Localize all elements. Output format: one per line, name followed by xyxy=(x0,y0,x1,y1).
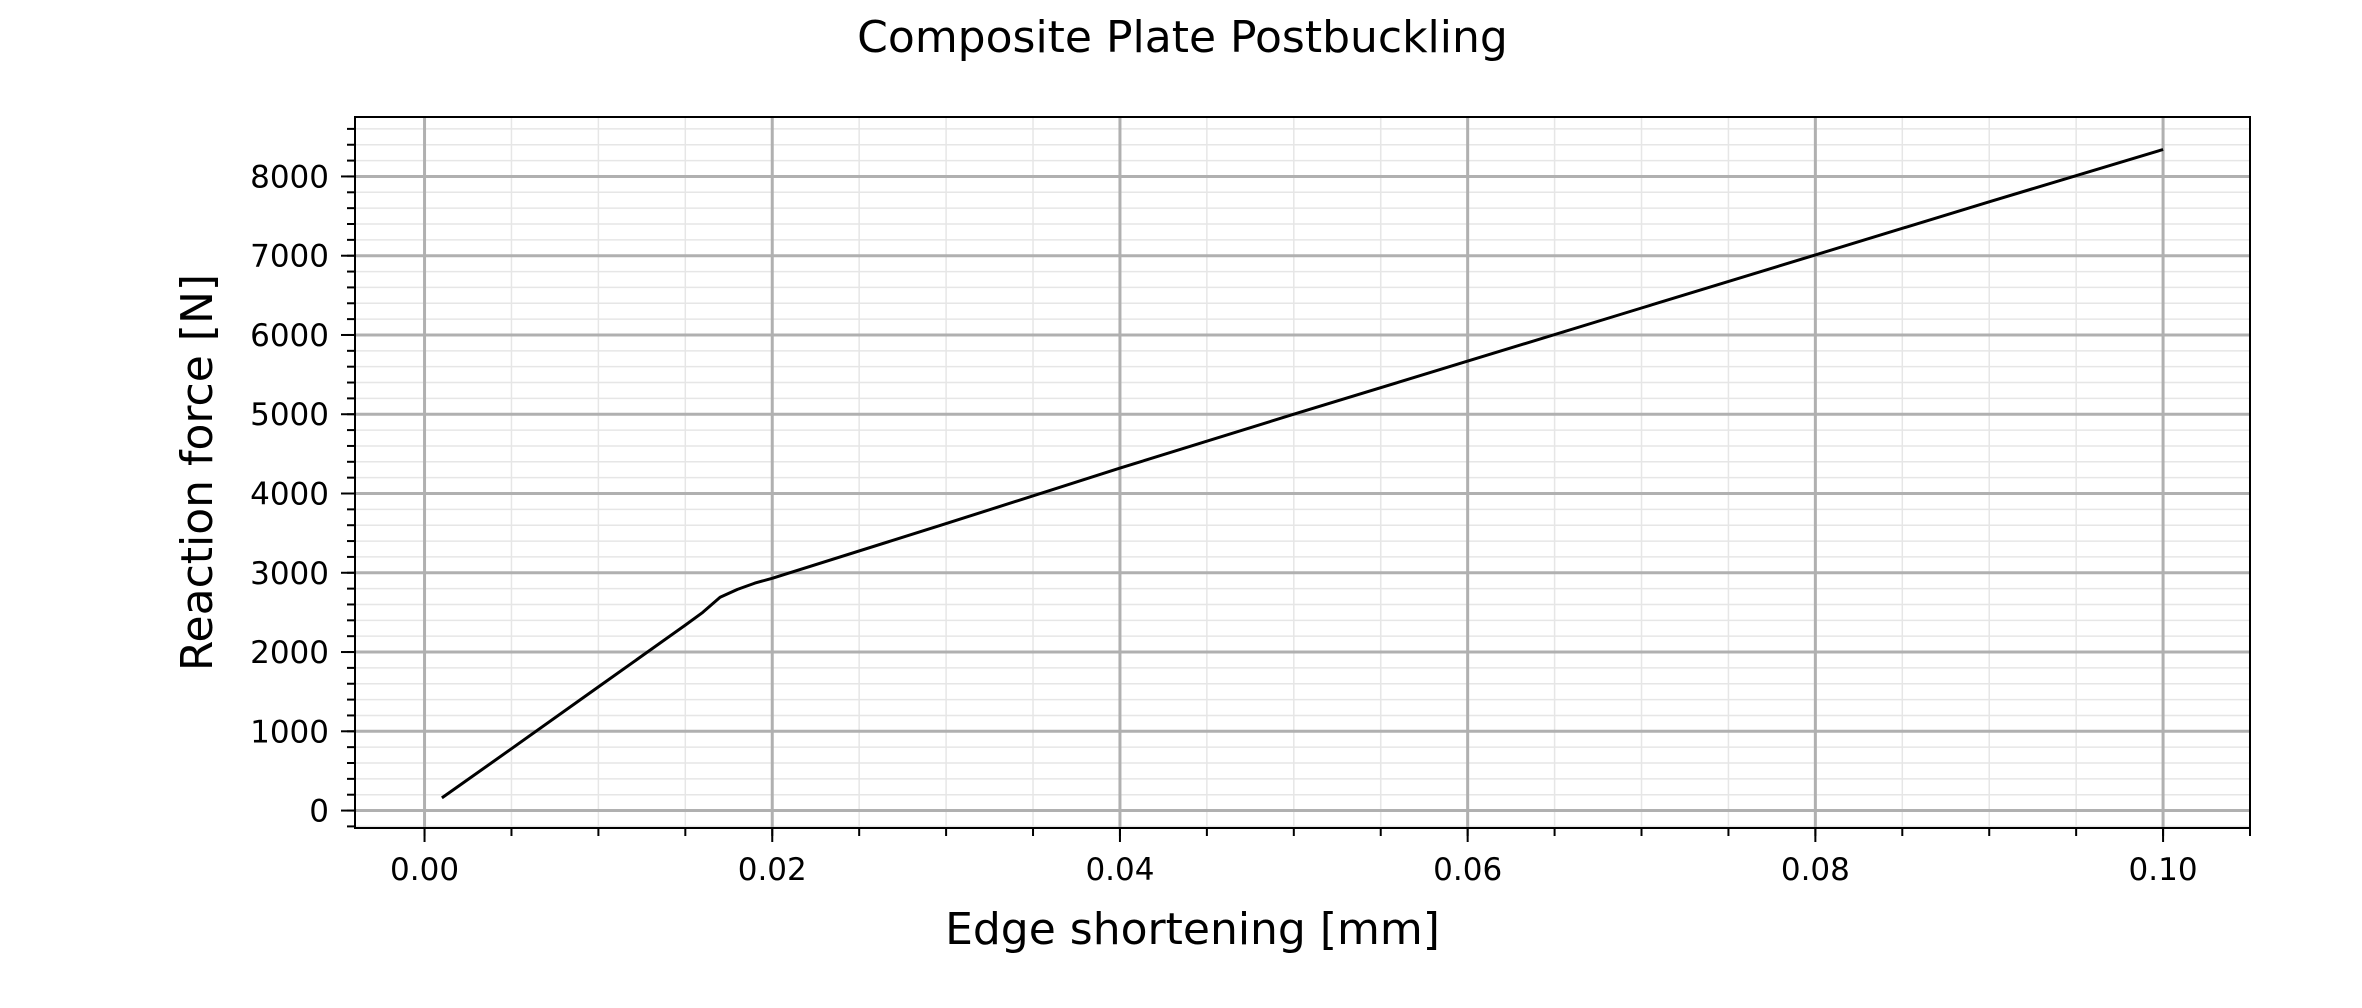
y-tick-label: 3000 xyxy=(250,556,329,592)
major-grid xyxy=(355,117,2250,828)
y-tick-label: 6000 xyxy=(250,318,329,354)
x-axis-label: Edge shortening [mm] xyxy=(945,904,1440,955)
y-tick-label: 7000 xyxy=(250,239,329,275)
x-tick-label: 0.10 xyxy=(2129,852,2198,888)
y-tick-label: 8000 xyxy=(250,159,329,195)
x-tick-label: 0.06 xyxy=(1433,852,1502,888)
x-axis-ticks: 0.00 0.02 0.04 0.06 0.08 0.10 xyxy=(390,828,2251,888)
y-tick-label: 0 xyxy=(309,794,329,830)
plot-frame xyxy=(354,116,2251,829)
chart-title: Composite Plate Postbuckling xyxy=(857,12,1508,63)
y-tick-label: 2000 xyxy=(250,635,329,671)
series-layer xyxy=(441,148,2164,800)
y-axis-label: Reaction force [N] xyxy=(172,274,223,671)
x-tick-label: 0.02 xyxy=(738,852,807,888)
x-tick-label: 0.08 xyxy=(1781,852,1850,888)
minor-grid xyxy=(355,117,2251,828)
y-tick-label: 1000 xyxy=(250,714,329,750)
y-axis-ticks: 0 1000 2000 3000 4000 5000 6000 7000 8000 xyxy=(250,127,355,830)
x-tick-label: 0.00 xyxy=(390,852,459,888)
y-tick-label: 4000 xyxy=(250,477,329,513)
y-tick-label: 5000 xyxy=(250,397,329,433)
x-tick-label: 0.04 xyxy=(1085,852,1154,888)
series-line-0 xyxy=(441,148,2164,800)
